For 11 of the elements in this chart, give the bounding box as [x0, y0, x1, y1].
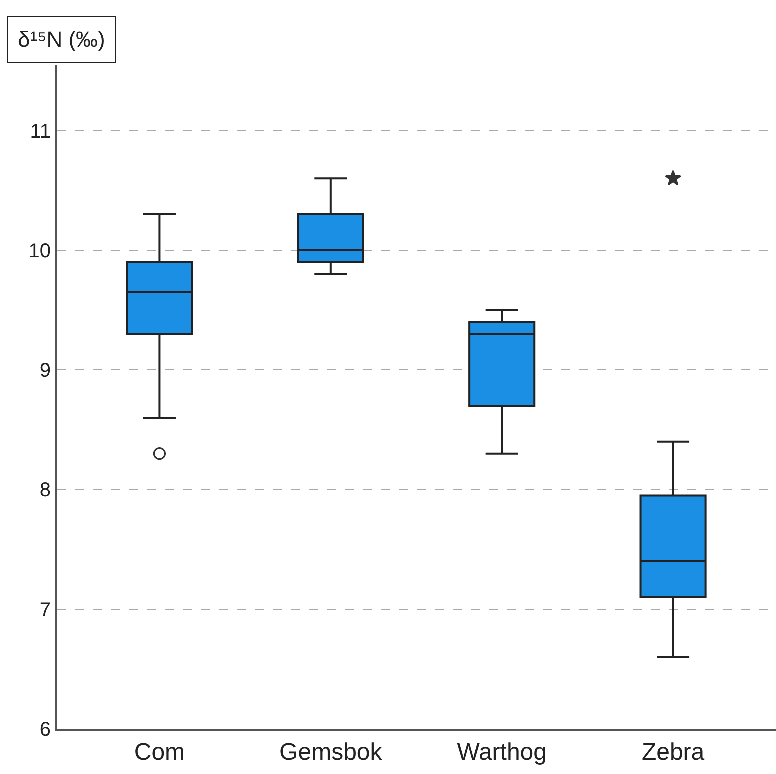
x-tick-label: Gemsbok — [280, 738, 384, 766]
x-tick-label: Warthog — [457, 738, 548, 766]
x-tick-label: Zebra — [642, 738, 706, 766]
y-tick-label: 10 — [28, 240, 51, 262]
x-tick-label: Com — [134, 738, 186, 766]
y-axis-title: δ¹⁵N (‰) — [18, 27, 106, 52]
y-tick-label: 9 — [40, 360, 51, 382]
y-tick-label: 11 — [30, 120, 51, 143]
y-tick-label: 6 — [40, 719, 51, 741]
y-tick-label: 8 — [40, 480, 51, 502]
y-tick-label: 7 — [40, 599, 51, 622]
